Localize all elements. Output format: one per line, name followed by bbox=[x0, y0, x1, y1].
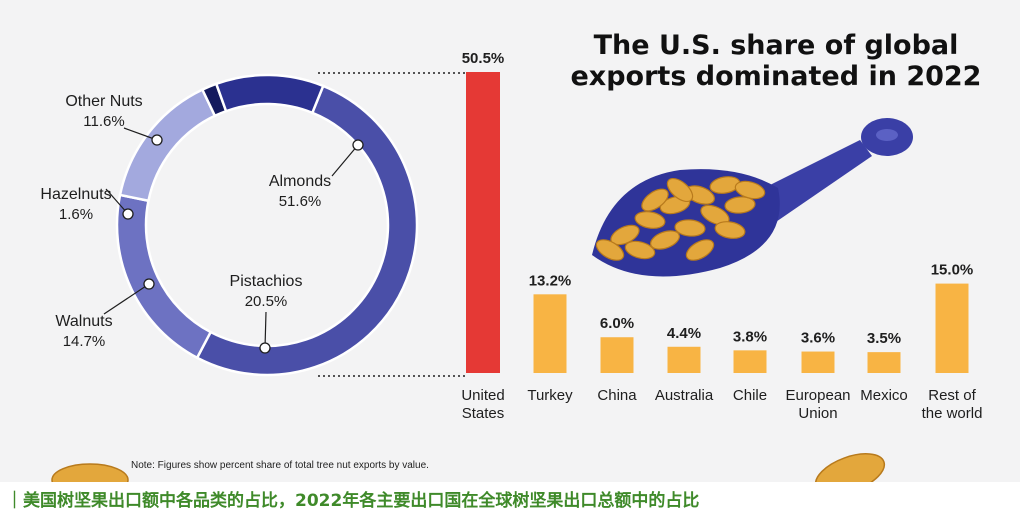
category-label-rest-of-the-world: Rest of the world bbox=[922, 387, 983, 422]
leader-walnuts bbox=[103, 283, 150, 315]
value-label-european-union: 3.6% bbox=[801, 330, 835, 347]
value-label-rest-of-the-world: 15.0% bbox=[931, 262, 974, 279]
nut bbox=[650, 230, 680, 250]
slice-other-nuts bbox=[214, 73, 325, 115]
value-walnuts: 14.7% bbox=[63, 333, 106, 350]
nut bbox=[634, 211, 666, 229]
nut bbox=[666, 177, 694, 203]
bar-australia bbox=[667, 346, 701, 373]
marker-pistachios bbox=[259, 342, 271, 354]
scoop-handle-hole bbox=[876, 129, 898, 141]
marker-walnuts bbox=[143, 278, 155, 290]
chart-canvas: Almonds 51.6% Pistachios 20.5% Walnuts 14.7% H… bbox=[40, 50, 982, 482]
bar-chile bbox=[733, 350, 767, 373]
category-label-european-union: European Union bbox=[785, 387, 850, 422]
category-label-australia: Australia bbox=[655, 387, 714, 404]
title-line-2: exports dominated in 2022 bbox=[570, 61, 982, 92]
title-line-1: The U.S. share of global bbox=[593, 30, 959, 61]
bar-rest-of-the-world bbox=[935, 283, 969, 373]
value-label-china: 6.0% bbox=[600, 315, 634, 332]
label-other-nuts: Other Nuts bbox=[65, 93, 142, 110]
nut bbox=[714, 221, 746, 239]
nut bbox=[734, 180, 766, 200]
nut bbox=[641, 188, 669, 212]
donut-chart: Almonds 51.6% Pistachios 20.5% Walnuts 14.7% H… bbox=[40, 73, 419, 377]
value-almonds: 51.6% bbox=[279, 193, 322, 210]
leader-pistachios bbox=[264, 311, 267, 349]
marker-other-nuts bbox=[151, 134, 163, 146]
label-pistachios: Pistachios bbox=[230, 273, 303, 290]
category-label-mexico: Mexico bbox=[860, 387, 908, 404]
bar-european-union bbox=[801, 351, 835, 373]
category-label-turkey: Turkey bbox=[527, 387, 573, 404]
nut-corner-right bbox=[814, 453, 886, 482]
marker-almonds bbox=[352, 139, 364, 151]
value-pistachios: 20.5% bbox=[245, 293, 288, 310]
value-label-turkey: 13.2% bbox=[529, 272, 572, 289]
category-label-united-states: United States bbox=[461, 387, 504, 422]
label-walnuts: Walnuts bbox=[55, 313, 112, 330]
value-label-australia: 4.4% bbox=[667, 325, 701, 342]
nut bbox=[724, 196, 756, 214]
bar-turkey bbox=[533, 294, 567, 373]
footnote: Note: Figures show percent share of tota… bbox=[131, 460, 429, 471]
label-almonds: Almonds bbox=[269, 173, 331, 190]
value-label-united-states: 50.5% bbox=[462, 50, 505, 67]
slice-pistachios bbox=[115, 193, 213, 360]
bar-mexico bbox=[867, 352, 901, 373]
value-other-nuts: 11.6% bbox=[83, 113, 124, 130]
value-label-mexico: 3.5% bbox=[867, 330, 901, 347]
nut bbox=[685, 239, 715, 261]
bar-china bbox=[600, 337, 634, 373]
value-label-chile: 3.8% bbox=[733, 328, 767, 345]
value-hazelnuts: 1.6% bbox=[59, 206, 93, 223]
bar-united-states bbox=[466, 72, 500, 373]
category-label-chile: Chile bbox=[733, 387, 767, 404]
leader-almonds bbox=[331, 144, 359, 177]
caption: ｜美国树坚果出口额中各品类的占比，2022年各主要出口国在全球树坚果出口总额中的… bbox=[6, 491, 700, 511]
nut bbox=[674, 219, 706, 237]
category-label-china: China bbox=[597, 387, 637, 404]
marker-hazelnuts bbox=[122, 208, 134, 220]
nut bbox=[624, 240, 656, 260]
chart-panel bbox=[0, 0, 1020, 482]
nut-corner-left bbox=[51, 463, 129, 482]
nut-scoop-illustration bbox=[51, 118, 913, 482]
leader-other-nuts bbox=[123, 127, 158, 141]
nut bbox=[595, 239, 625, 261]
bar-chart: 50.5% United States 13.2% Turkey 6.0% China 4.4… bbox=[318, 50, 982, 422]
slice-almonds bbox=[195, 84, 419, 377]
chart-title: The U.S. share of global exports dominat… bbox=[556, 30, 996, 92]
label-hazelnuts: Hazelnuts bbox=[40, 186, 111, 203]
